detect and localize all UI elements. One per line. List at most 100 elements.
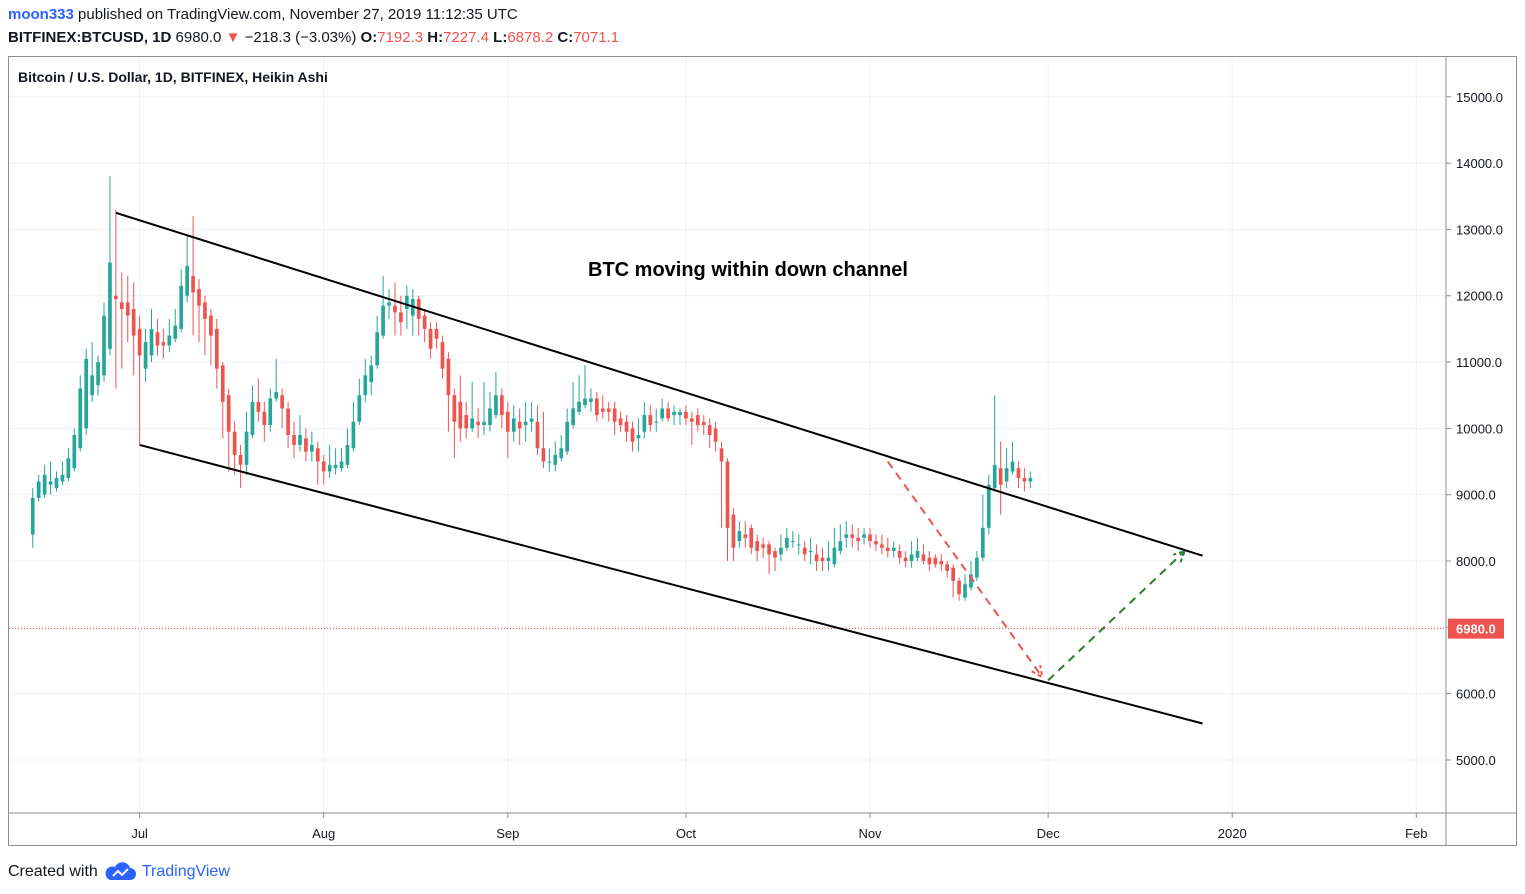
green-projection-line[interactable]	[1047, 550, 1186, 682]
candle	[802, 541, 807, 561]
candle-body	[440, 342, 445, 369]
candle-body	[357, 395, 362, 422]
candle	[363, 358, 368, 402]
candle	[173, 309, 178, 343]
candle	[511, 405, 516, 442]
candle-body	[131, 309, 136, 336]
candle	[595, 391, 599, 422]
candle	[30, 488, 35, 548]
candle-body	[862, 534, 866, 538]
author-link[interactable]: moon333	[8, 6, 74, 23]
candle	[856, 527, 860, 552]
candle-body	[238, 454, 243, 465]
candle-body	[648, 415, 653, 426]
candle	[678, 408, 682, 426]
candle-body	[701, 421, 706, 426]
candle	[84, 348, 89, 435]
candle-body	[399, 312, 403, 323]
candle-body	[1010, 461, 1015, 472]
candle	[416, 295, 421, 336]
channel-lower-line[interactable]	[139, 443, 1203, 725]
candle	[600, 395, 605, 419]
candle-body	[167, 335, 172, 346]
candle	[666, 401, 670, 422]
candle	[232, 421, 237, 475]
tradingview-link[interactable]: TradingView	[141, 863, 230, 880]
candle	[428, 322, 433, 359]
close-value: 7071.1	[573, 29, 620, 46]
candle-body	[903, 557, 908, 561]
candle-body	[1028, 478, 1033, 482]
candle	[351, 401, 356, 452]
channel-upper-line[interactable]	[115, 211, 1203, 557]
candle-body	[1022, 478, 1027, 482]
candle	[731, 507, 736, 561]
candles	[30, 176, 1033, 601]
candle-body	[476, 421, 480, 426]
candle-body	[143, 342, 148, 369]
candle	[494, 372, 498, 419]
candle-body	[458, 401, 463, 429]
candle	[808, 537, 813, 565]
candle	[505, 401, 510, 459]
candle	[393, 282, 397, 336]
candle	[773, 547, 777, 571]
candle	[1010, 441, 1015, 475]
candle-body	[505, 411, 510, 432]
candle	[179, 269, 184, 333]
candle	[642, 401, 647, 439]
candle	[660, 398, 665, 422]
candle-body	[155, 332, 160, 346]
candle-body	[464, 415, 469, 429]
candle-body	[915, 551, 920, 558]
candle	[624, 415, 629, 442]
candle	[701, 415, 706, 435]
y-tick-label: 5000.0	[1456, 753, 1496, 768]
candle	[743, 521, 748, 548]
candle-body	[220, 365, 225, 402]
candle-body	[773, 551, 777, 558]
candle	[250, 385, 255, 439]
candle	[280, 388, 284, 429]
candle	[155, 318, 160, 356]
candle	[785, 527, 789, 552]
candle	[226, 388, 231, 472]
candle	[826, 541, 831, 571]
open-value: 7192.3	[377, 29, 424, 46]
down-arrow-icon: ▼	[225, 29, 241, 46]
candle-body	[351, 421, 356, 449]
candle-body	[280, 395, 284, 409]
candle	[755, 534, 760, 561]
candle-body	[909, 554, 914, 561]
candle-body	[214, 328, 219, 369]
candle	[309, 431, 314, 462]
candle	[422, 309, 427, 343]
candle-body	[998, 468, 1003, 485]
candle-body	[446, 358, 451, 396]
candle-body	[743, 534, 748, 538]
candle-body	[660, 408, 665, 419]
y-tick-label: 13000.0	[1456, 222, 1503, 237]
candle-body	[108, 262, 112, 349]
candle-body	[381, 305, 385, 336]
candle-body	[927, 557, 932, 565]
candle	[470, 381, 475, 432]
candle-body	[844, 534, 849, 538]
candle	[327, 444, 332, 479]
red-arrowhead	[1031, 665, 1044, 679]
candle-body	[250, 401, 255, 435]
candle	[381, 275, 385, 339]
candle	[779, 534, 783, 561]
candle-body	[84, 358, 89, 429]
candle	[292, 421, 296, 459]
candle-body	[286, 408, 290, 435]
candle-body	[880, 544, 884, 548]
chart-annotation: BTC moving within down channel	[588, 259, 908, 281]
candle	[131, 282, 136, 376]
candle	[446, 352, 451, 432]
candle-body	[387, 302, 391, 306]
y-tick-label: 8000.0	[1456, 554, 1496, 569]
red-projection-line[interactable]	[887, 460, 1044, 678]
candle	[119, 272, 124, 369]
